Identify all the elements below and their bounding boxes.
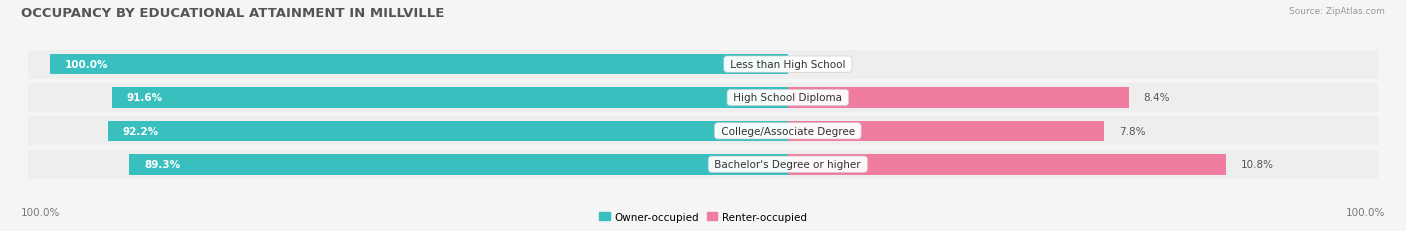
Text: 8.4%: 8.4% bbox=[1143, 93, 1170, 103]
Text: Bachelor's Degree or higher: Bachelor's Degree or higher bbox=[711, 160, 865, 170]
Bar bbox=[51, 55, 787, 75]
Bar bbox=[787, 88, 1129, 108]
Bar bbox=[787, 154, 1226, 175]
Text: 89.3%: 89.3% bbox=[143, 160, 180, 170]
Text: 91.6%: 91.6% bbox=[127, 93, 163, 103]
Text: 92.2%: 92.2% bbox=[122, 126, 159, 136]
Bar bbox=[129, 154, 787, 175]
Text: 100.0%: 100.0% bbox=[65, 60, 108, 70]
Text: Less than High School: Less than High School bbox=[727, 60, 849, 70]
Bar bbox=[787, 121, 1104, 142]
Text: College/Associate Degree: College/Associate Degree bbox=[717, 126, 858, 136]
Text: 10.8%: 10.8% bbox=[1240, 160, 1274, 170]
Text: 7.8%: 7.8% bbox=[1119, 126, 1146, 136]
Bar bbox=[0, 84, 1406, 112]
Bar bbox=[0, 150, 1406, 179]
Text: High School Diploma: High School Diploma bbox=[730, 93, 845, 103]
Text: Source: ZipAtlas.com: Source: ZipAtlas.com bbox=[1289, 7, 1385, 16]
Legend: Owner-occupied, Renter-occupied: Owner-occupied, Renter-occupied bbox=[595, 208, 811, 226]
Bar bbox=[0, 117, 1406, 146]
Text: 0.0%: 0.0% bbox=[803, 60, 828, 70]
Bar bbox=[112, 88, 787, 108]
Text: 100.0%: 100.0% bbox=[1346, 207, 1385, 217]
Bar bbox=[0, 50, 1406, 79]
Bar bbox=[108, 121, 787, 142]
Text: OCCUPANCY BY EDUCATIONAL ATTAINMENT IN MILLVILLE: OCCUPANCY BY EDUCATIONAL ATTAINMENT IN M… bbox=[21, 7, 444, 20]
Text: 100.0%: 100.0% bbox=[21, 207, 60, 217]
